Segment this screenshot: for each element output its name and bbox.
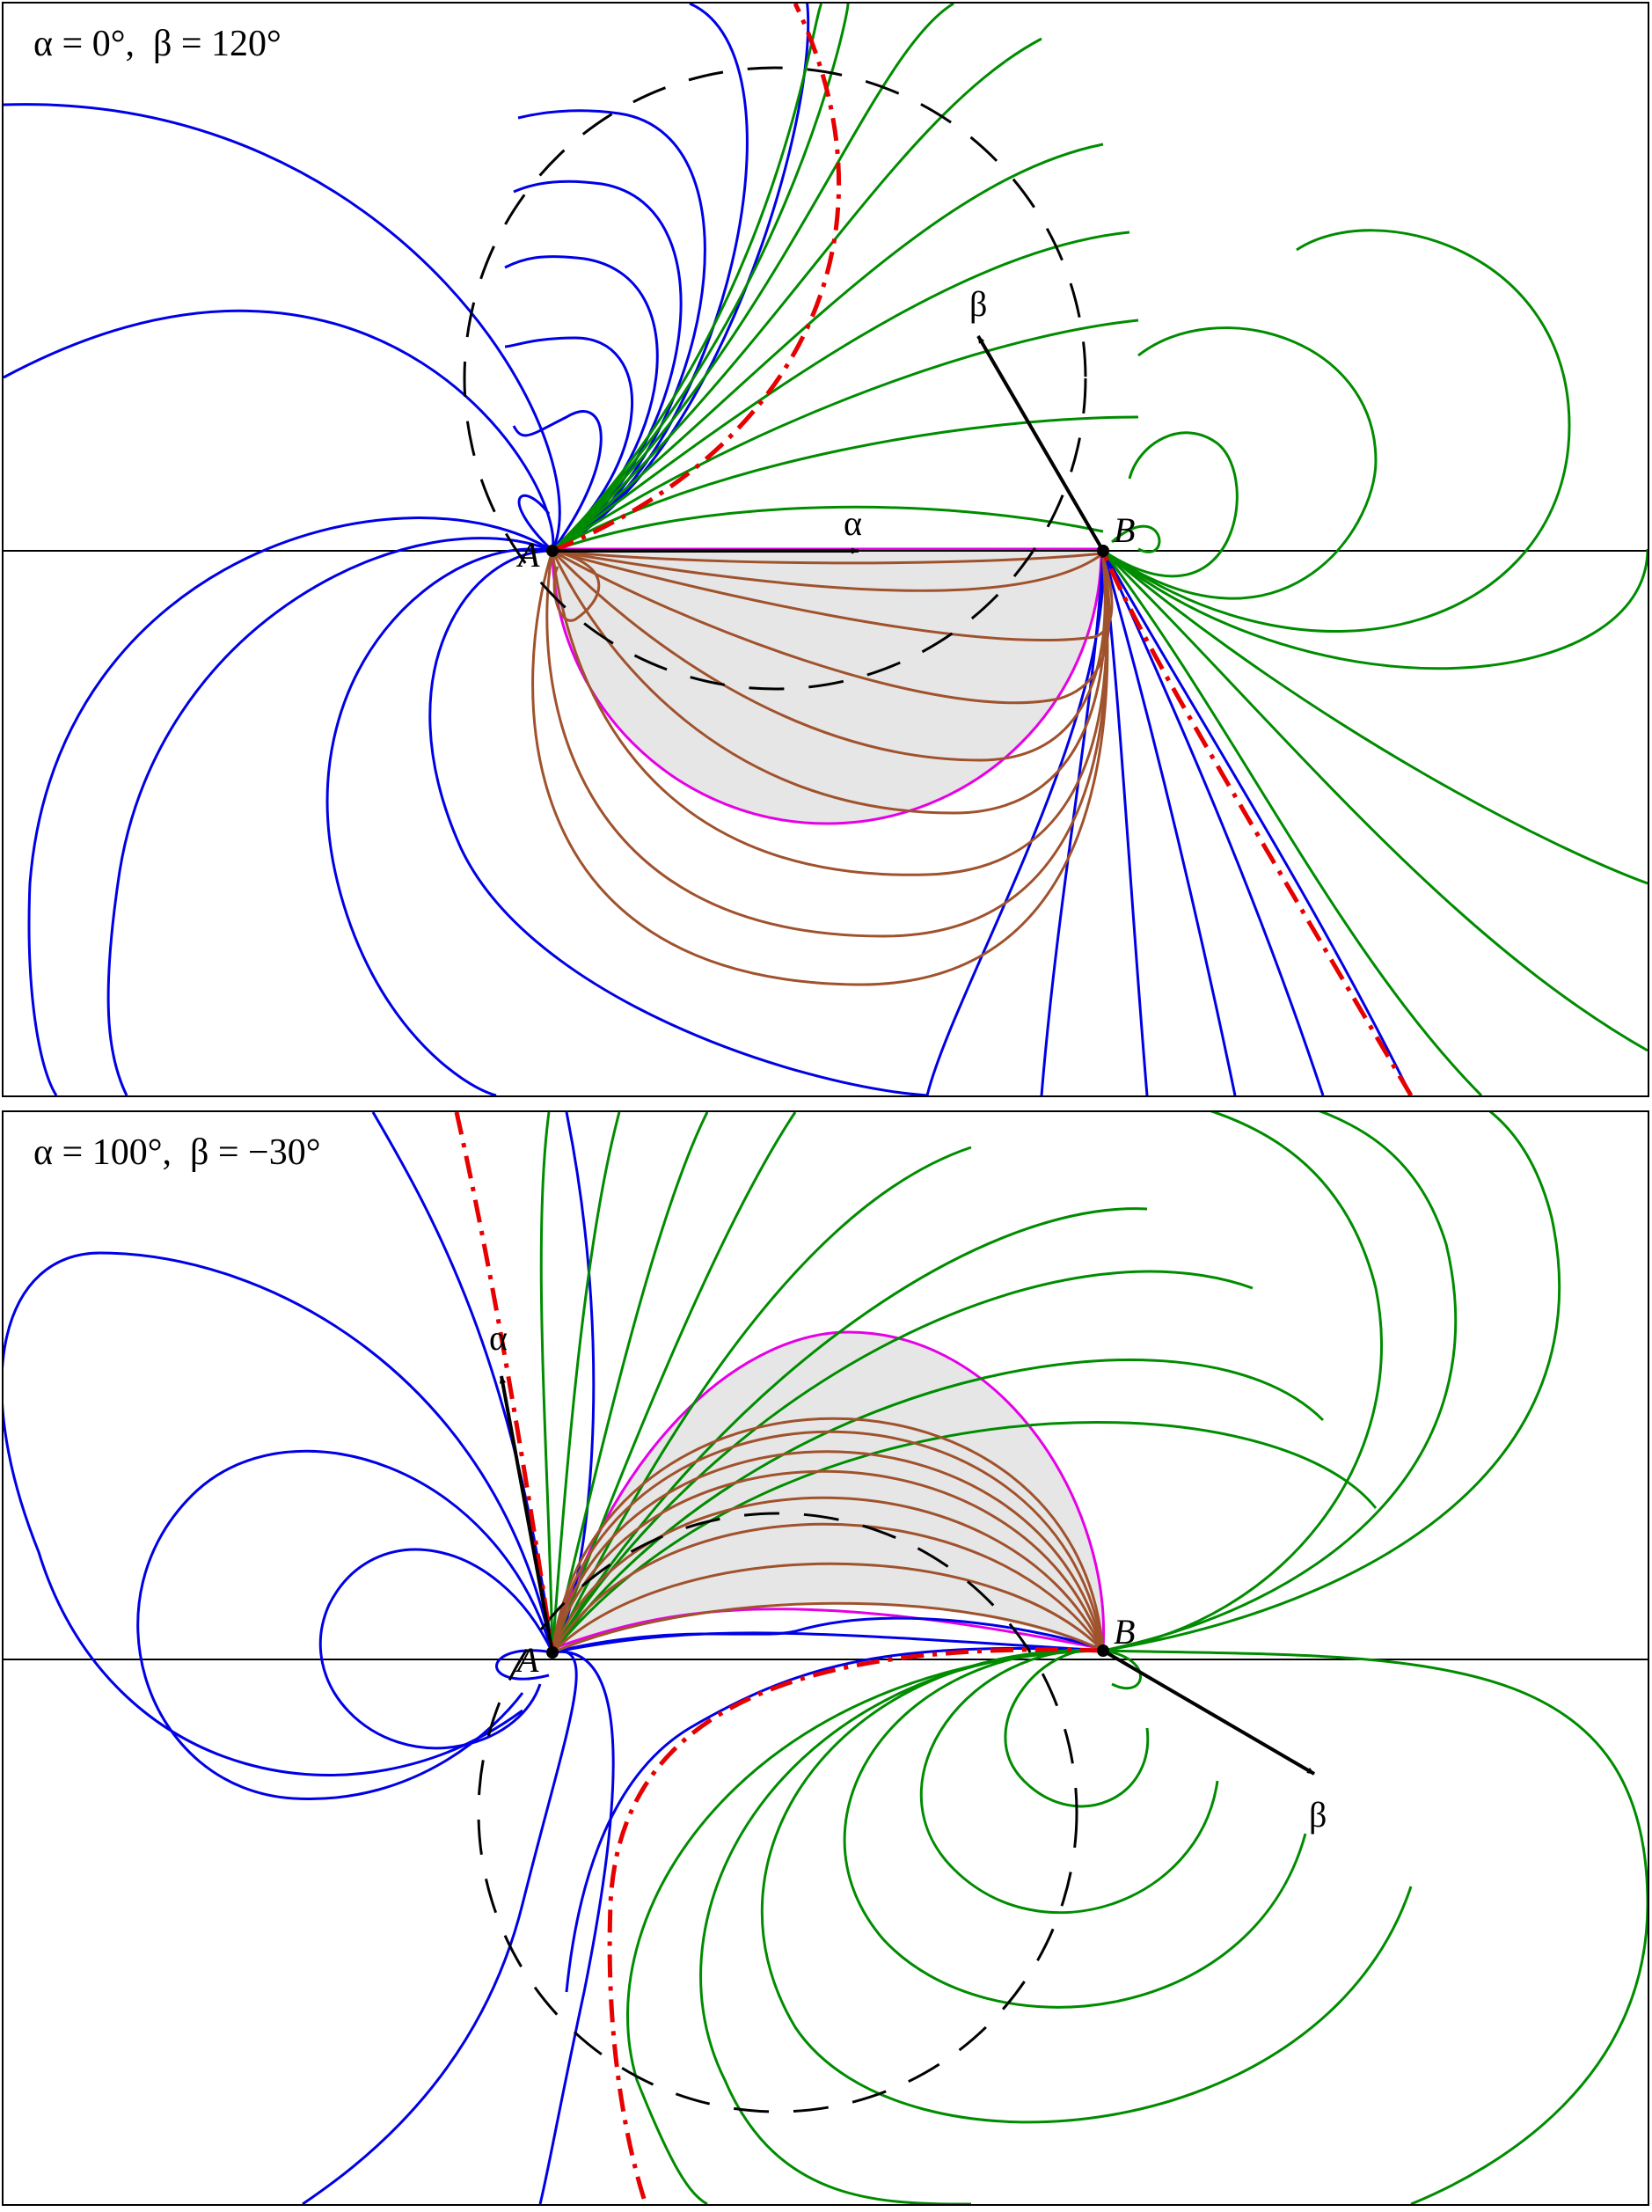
point-a-label: A (515, 1640, 539, 1680)
shaded-region (552, 549, 1101, 824)
beta-vector (1101, 1649, 1316, 1776)
beta-vector (976, 334, 1105, 553)
point-b (1097, 545, 1109, 557)
shaded-region (552, 1332, 1104, 1649)
alpha-label: α (844, 503, 862, 543)
blue-field-lines (4, 1112, 1104, 2204)
point-b-label: B (1114, 510, 1135, 550)
region-boundary-curve (551, 1330, 1106, 1651)
point-a (546, 545, 559, 557)
bottom-panel: A B α β α = 100°, β = −30° (2, 1110, 1649, 2206)
beta-label: β (969, 284, 987, 324)
panel-title: α = 100°, β = −30° (33, 1132, 321, 1173)
dashed-circle (477, 1512, 1078, 2113)
green-field-lines (539, 1112, 1648, 2204)
beta-label: β (1309, 1795, 1327, 1835)
point-a-label: A (515, 535, 540, 575)
top-panel-diagram: A B α β (4, 4, 1648, 1095)
green-field-lines (551, 4, 1648, 1095)
separatrix-curve (552, 4, 1414, 1095)
alpha-vector (499, 1375, 554, 1653)
dashed-circle (463, 66, 1087, 691)
alpha-label: α (489, 1318, 508, 1358)
bottom-panel-diagram: A B α β (4, 1112, 1648, 2204)
top-panel: A B α β α = 0°, β = 120° (2, 2, 1649, 1097)
point-b-label: B (1114, 1612, 1135, 1652)
brown-field-lines (531, 549, 1114, 986)
point-b (1097, 1644, 1109, 1657)
panel-title: α = 0°, β = 120° (33, 24, 281, 64)
point-a (546, 1646, 559, 1659)
separatrix-curve (454, 1112, 1104, 2204)
brown-field-lines (551, 1417, 1105, 1654)
